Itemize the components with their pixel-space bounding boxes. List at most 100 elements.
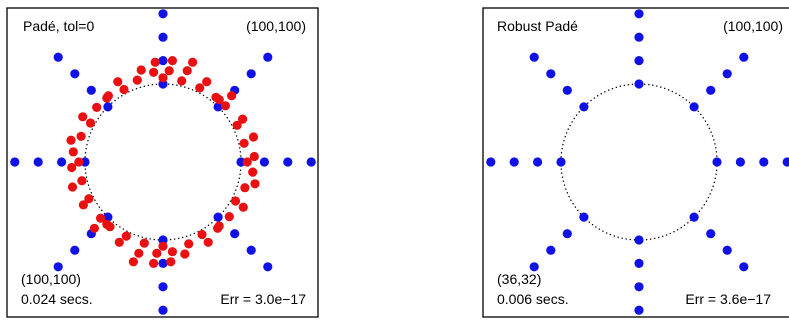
pole-point-left-10 [33,157,43,167]
spurious-pole-point-left-35 [77,176,87,186]
spurious-pole-point-left-8 [238,114,248,124]
pole-point-right-23 [529,52,539,62]
pole-point-left-2 [283,157,293,167]
panel-robust-pade: Robust Padé (100,100) (36,32) 0.006 secs… [482,7,789,318]
spurious-pole-point-left-40 [78,200,88,210]
pole-point-right-20 [579,102,589,112]
bottom-left-label-right: (36,32) [497,271,541,287]
top-right-label-left: (100,100) [246,18,306,34]
pole-point-left-29 [230,229,240,239]
pole-point-right-4 [634,79,644,89]
pole-point-right-18 [722,69,732,79]
time-label-left: 0.024 secs. [21,291,93,307]
spurious-pole-point-left-53 [180,249,190,259]
spurious-pole-point-left-50 [167,247,177,257]
spurious-pole-point-left-39 [84,194,94,204]
pole-point-right-12 [634,235,644,245]
pole-point-right-11 [486,157,496,167]
pole-point-right-15 [634,305,644,315]
spurious-pole-point-left-13 [224,212,234,222]
spurious-pole-point-left-5 [250,179,260,189]
spurious-pole-point-left-55 [121,231,131,241]
spurious-pole-point-left-18 [149,67,159,77]
spurious-pole-point-left-27 [214,95,224,105]
plot-frame-left [6,7,319,318]
spurious-pole-point-left-36 [67,182,78,192]
pole-point-right-5 [634,56,644,66]
err-label-left: Err = 3.0e−17 [220,291,306,307]
pole-point-right-1 [735,157,746,167]
pole-point-left-11 [10,157,20,167]
pole-point-right-16 [689,102,699,112]
spurious-pole-point-left-48 [158,241,168,251]
pole-point-left-27 [53,262,63,272]
pole-point-left-28 [213,212,223,222]
spurious-pole-point-left-62 [166,257,176,267]
spurious-pole-point-left-47 [89,223,99,233]
pole-point-right-0 [712,157,722,167]
spurious-pole-point-left-54 [184,239,194,249]
pole-point-left-19 [263,52,273,62]
spurious-pole-point-left-42 [78,112,88,122]
spurious-pole-point-left-11 [220,101,230,111]
spurious-pole-point-left-31 [188,57,198,67]
spurious-pole-point-left-21 [136,65,146,75]
pole-point-left-7 [158,9,168,19]
points-left [10,9,316,315]
pole-point-right-31 [739,262,749,272]
pole-point-left-23 [53,52,63,62]
spurious-pole-point-left-45 [92,102,102,112]
pole-point-left-24 [103,212,113,222]
pole-point-left-20 [103,102,113,112]
points-right [486,9,789,315]
spurious-pole-point-left-9 [230,196,241,206]
pole-point-right-6 [634,32,644,42]
spurious-pole-point-left-3 [239,138,249,148]
pole-point-left-31 [263,262,273,272]
pole-point-right-25 [562,229,572,239]
pole-point-left-30 [246,245,256,255]
spurious-pole-point-left-19 [177,76,187,86]
spurious-pole-point-left-17 [164,66,174,76]
pole-point-right-10 [509,157,519,167]
spurious-pole-point-left-38 [76,131,86,141]
pole-point-right-3 [782,157,789,167]
spurious-pole-point-left-58 [203,237,213,247]
top-right-label-right: (100,100) [723,18,783,34]
spurious-pole-point-left-34 [68,147,78,157]
panel-pade-tol0: Padé, tol=0 (100,100) (100,100) 0.024 se… [6,7,319,318]
pole-point-left-5 [158,56,168,66]
pole-point-left-26 [70,245,80,255]
spurious-pole-point-left-61 [149,258,159,268]
pole-point-right-7 [634,9,644,19]
spurious-pole-point-left-24 [202,77,212,87]
spurious-pole-point-left-52 [134,248,144,258]
spurious-pole-point-left-4 [248,132,259,142]
spurious-pole-point-left-15 [227,91,237,101]
pole-point-right-17 [706,85,716,95]
spurious-pole-point-left-20 [182,66,192,76]
spurious-pole-point-left-43 [96,213,106,223]
pole-point-right-24 [579,212,589,222]
pole-point-left-13 [158,258,168,268]
spurious-pole-point-left-22 [132,75,142,85]
spurious-pole-point-left-16 [158,73,168,83]
pole-point-left-21 [86,85,96,95]
time-label-right: 0.006 secs. [497,291,569,307]
spurious-pole-point-left-23 [195,83,205,93]
pole-point-right-28 [689,212,699,222]
err-label-right: Err = 3.6e−17 [685,291,771,307]
panel-title-right: Robust Padé [497,18,578,34]
spurious-pole-point-left-29 [167,56,177,66]
spurious-pole-point-left-2 [248,167,258,177]
pole-point-right-29 [706,229,716,239]
spurious-pole-point-left-30 [150,57,160,67]
spurious-pole-point-left-6 [240,183,250,193]
pole-point-left-3 [306,157,316,167]
pole-point-left-1 [259,157,269,167]
spurious-pole-point-left-26 [113,77,123,87]
plot-frame-right [482,7,789,318]
pole-point-right-9 [533,157,543,167]
spurious-pole-point-left-56 [114,237,124,247]
